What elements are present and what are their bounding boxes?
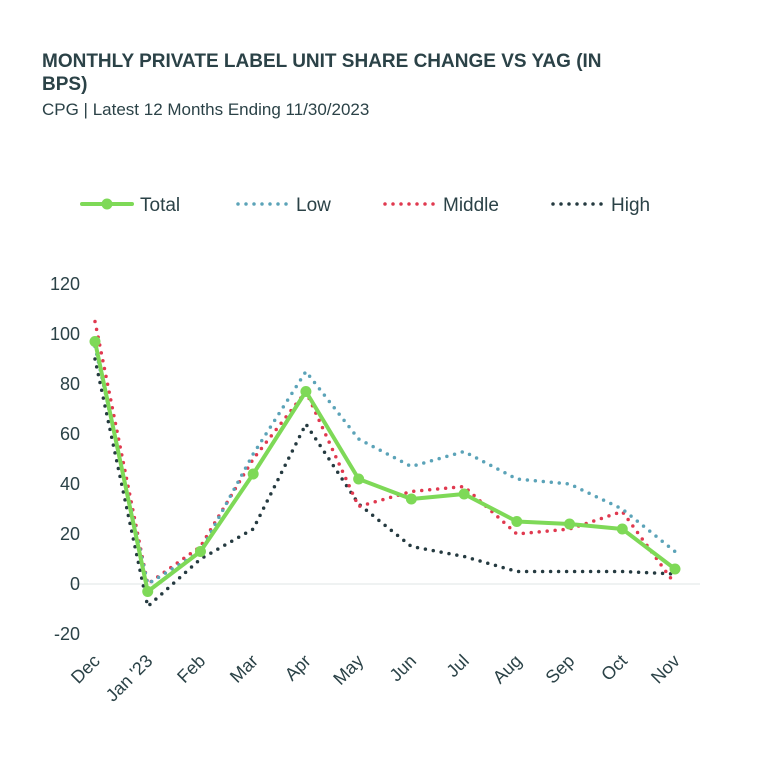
y-tick-label: 20: [60, 524, 80, 544]
chart-subtitle: CPG | Latest 12 Months Ending 11/30/2023: [42, 100, 370, 119]
legend-label-middle: Middle: [443, 195, 499, 216]
data-point-total: [247, 468, 259, 480]
series-line-low: [93, 344, 677, 586]
y-tick-label: 0: [70, 574, 80, 594]
x-tick-label: May: [329, 651, 367, 689]
y-tick-label: 100: [50, 324, 80, 344]
x-tick-label: Oct: [597, 651, 631, 685]
legend-label-high: High: [611, 195, 650, 216]
y-tick-label: 60: [60, 424, 80, 444]
data-point-total: [142, 586, 154, 597]
series-line-total: [93, 339, 677, 594]
data-point-total: [616, 523, 628, 535]
data-point-total: [458, 488, 470, 500]
data-point-total: [194, 546, 206, 557]
y-tick-label: 80: [60, 374, 80, 394]
x-tick-label: Dec: [67, 651, 104, 688]
data-point-total: [511, 516, 523, 527]
data-point-total: [353, 473, 365, 485]
series-line-middle: [93, 319, 677, 586]
x-tick-label: Nov: [647, 651, 684, 688]
series-line-high: [93, 357, 677, 609]
x-tick-label: Apr: [281, 651, 315, 685]
legend-marker-total: [101, 198, 113, 210]
x-tick-label: Aug: [489, 651, 526, 688]
chart-title: MONTHLY PRIVATE LABEL UNIT SHARE CHANGE …: [42, 51, 602, 95]
x-tick-label: Jan '23: [102, 651, 157, 706]
data-point-total: [564, 518, 576, 530]
y-tick-label: -20: [54, 624, 80, 644]
x-tick-label: Jun: [386, 651, 421, 686]
data-point-total: [405, 493, 417, 505]
legend-label-total: Total: [140, 195, 180, 216]
x-tick-label: Jul: [443, 651, 473, 681]
legend-label-low: Low: [296, 195, 331, 216]
y-tick-label: 120: [50, 274, 80, 294]
x-tick-label: Mar: [226, 651, 262, 687]
data-point-total: [669, 563, 681, 575]
x-tick-label: Sep: [542, 651, 579, 688]
data-point-total: [89, 336, 101, 347]
x-tick-label: Feb: [173, 651, 209, 687]
data-point-total: [300, 386, 312, 397]
y-tick-label: 40: [60, 474, 80, 494]
